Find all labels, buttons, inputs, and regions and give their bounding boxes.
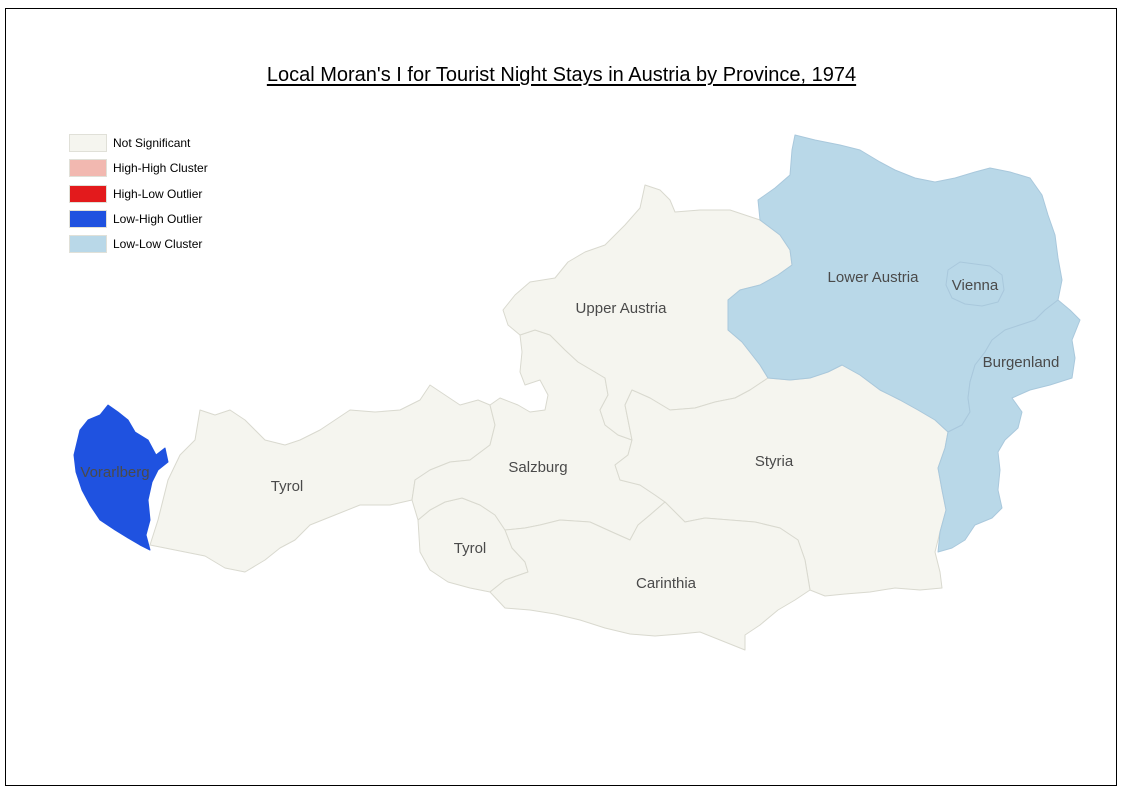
province-vorarlberg[interactable] bbox=[73, 404, 169, 551]
legend-swatch-low-high-outlier bbox=[69, 209, 107, 228]
legend-label-high-high-cluster: High-High Cluster bbox=[113, 161, 208, 176]
label-vienna: Vienna bbox=[952, 277, 999, 294]
legend-swatch-high-low-outlier bbox=[69, 184, 107, 203]
label-burgenland: Burgenland bbox=[983, 354, 1060, 371]
province-tyrol[interactable] bbox=[149, 384, 496, 573]
province-vienna[interactable] bbox=[945, 261, 1005, 307]
legend-swatch-low-low-cluster bbox=[69, 235, 107, 254]
label-salzburg: Salzburg bbox=[508, 459, 567, 476]
label-east-tyrol: Tyrol bbox=[454, 540, 487, 557]
province-burgenland[interactable] bbox=[937, 299, 1081, 553]
legend-label-high-low-outlier: High-Low Outlier bbox=[113, 186, 203, 201]
legend-swatch-not-significant bbox=[69, 134, 107, 152]
label-tyrol: Tyrol bbox=[271, 478, 304, 495]
label-lower-austria: Lower Austria bbox=[828, 269, 920, 286]
map-title: Local Moran's I for Tourist Night Stays … bbox=[266, 64, 857, 86]
legend-label-low-low-cluster: Low-Low Cluster bbox=[113, 237, 203, 252]
legend-label-low-high-outlier: Low-High Outlier bbox=[113, 211, 203, 226]
legend-label-not-significant: Not Significant bbox=[113, 136, 191, 150]
label-upper-austria: Upper Austria bbox=[576, 300, 668, 317]
province-carinthia[interactable] bbox=[489, 501, 811, 651]
label-carinthia: Carinthia bbox=[636, 575, 697, 592]
label-vorarlberg: Vorarlberg bbox=[80, 464, 149, 481]
label-styria: Styria bbox=[755, 453, 794, 470]
legend-swatch-high-high-cluster bbox=[69, 159, 107, 178]
